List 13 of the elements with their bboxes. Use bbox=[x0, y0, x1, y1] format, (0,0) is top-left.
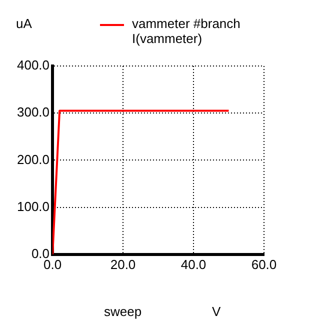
text: V bbox=[212, 304, 221, 319]
x-tick-label: 20.0 bbox=[110, 256, 136, 272]
legend-label: vammeter #branch bbox=[132, 16, 240, 31]
text: I(vammeter) bbox=[132, 31, 204, 46]
y-tick-label: 300.0 bbox=[16, 104, 50, 120]
y-tick-label: 100.0 bbox=[16, 198, 50, 214]
x-tick-label: 60.0 bbox=[251, 256, 277, 272]
y-axis-title: uA bbox=[16, 16, 32, 31]
y-tick-label: 0.0 bbox=[31, 246, 50, 261]
y-tick-label: 400.0 bbox=[16, 58, 50, 73]
x-tick-label: 40.0 bbox=[180, 256, 206, 272]
x-axis-title: sweep bbox=[104, 304, 142, 319]
y-tick-label: 200.0 bbox=[16, 152, 50, 167]
